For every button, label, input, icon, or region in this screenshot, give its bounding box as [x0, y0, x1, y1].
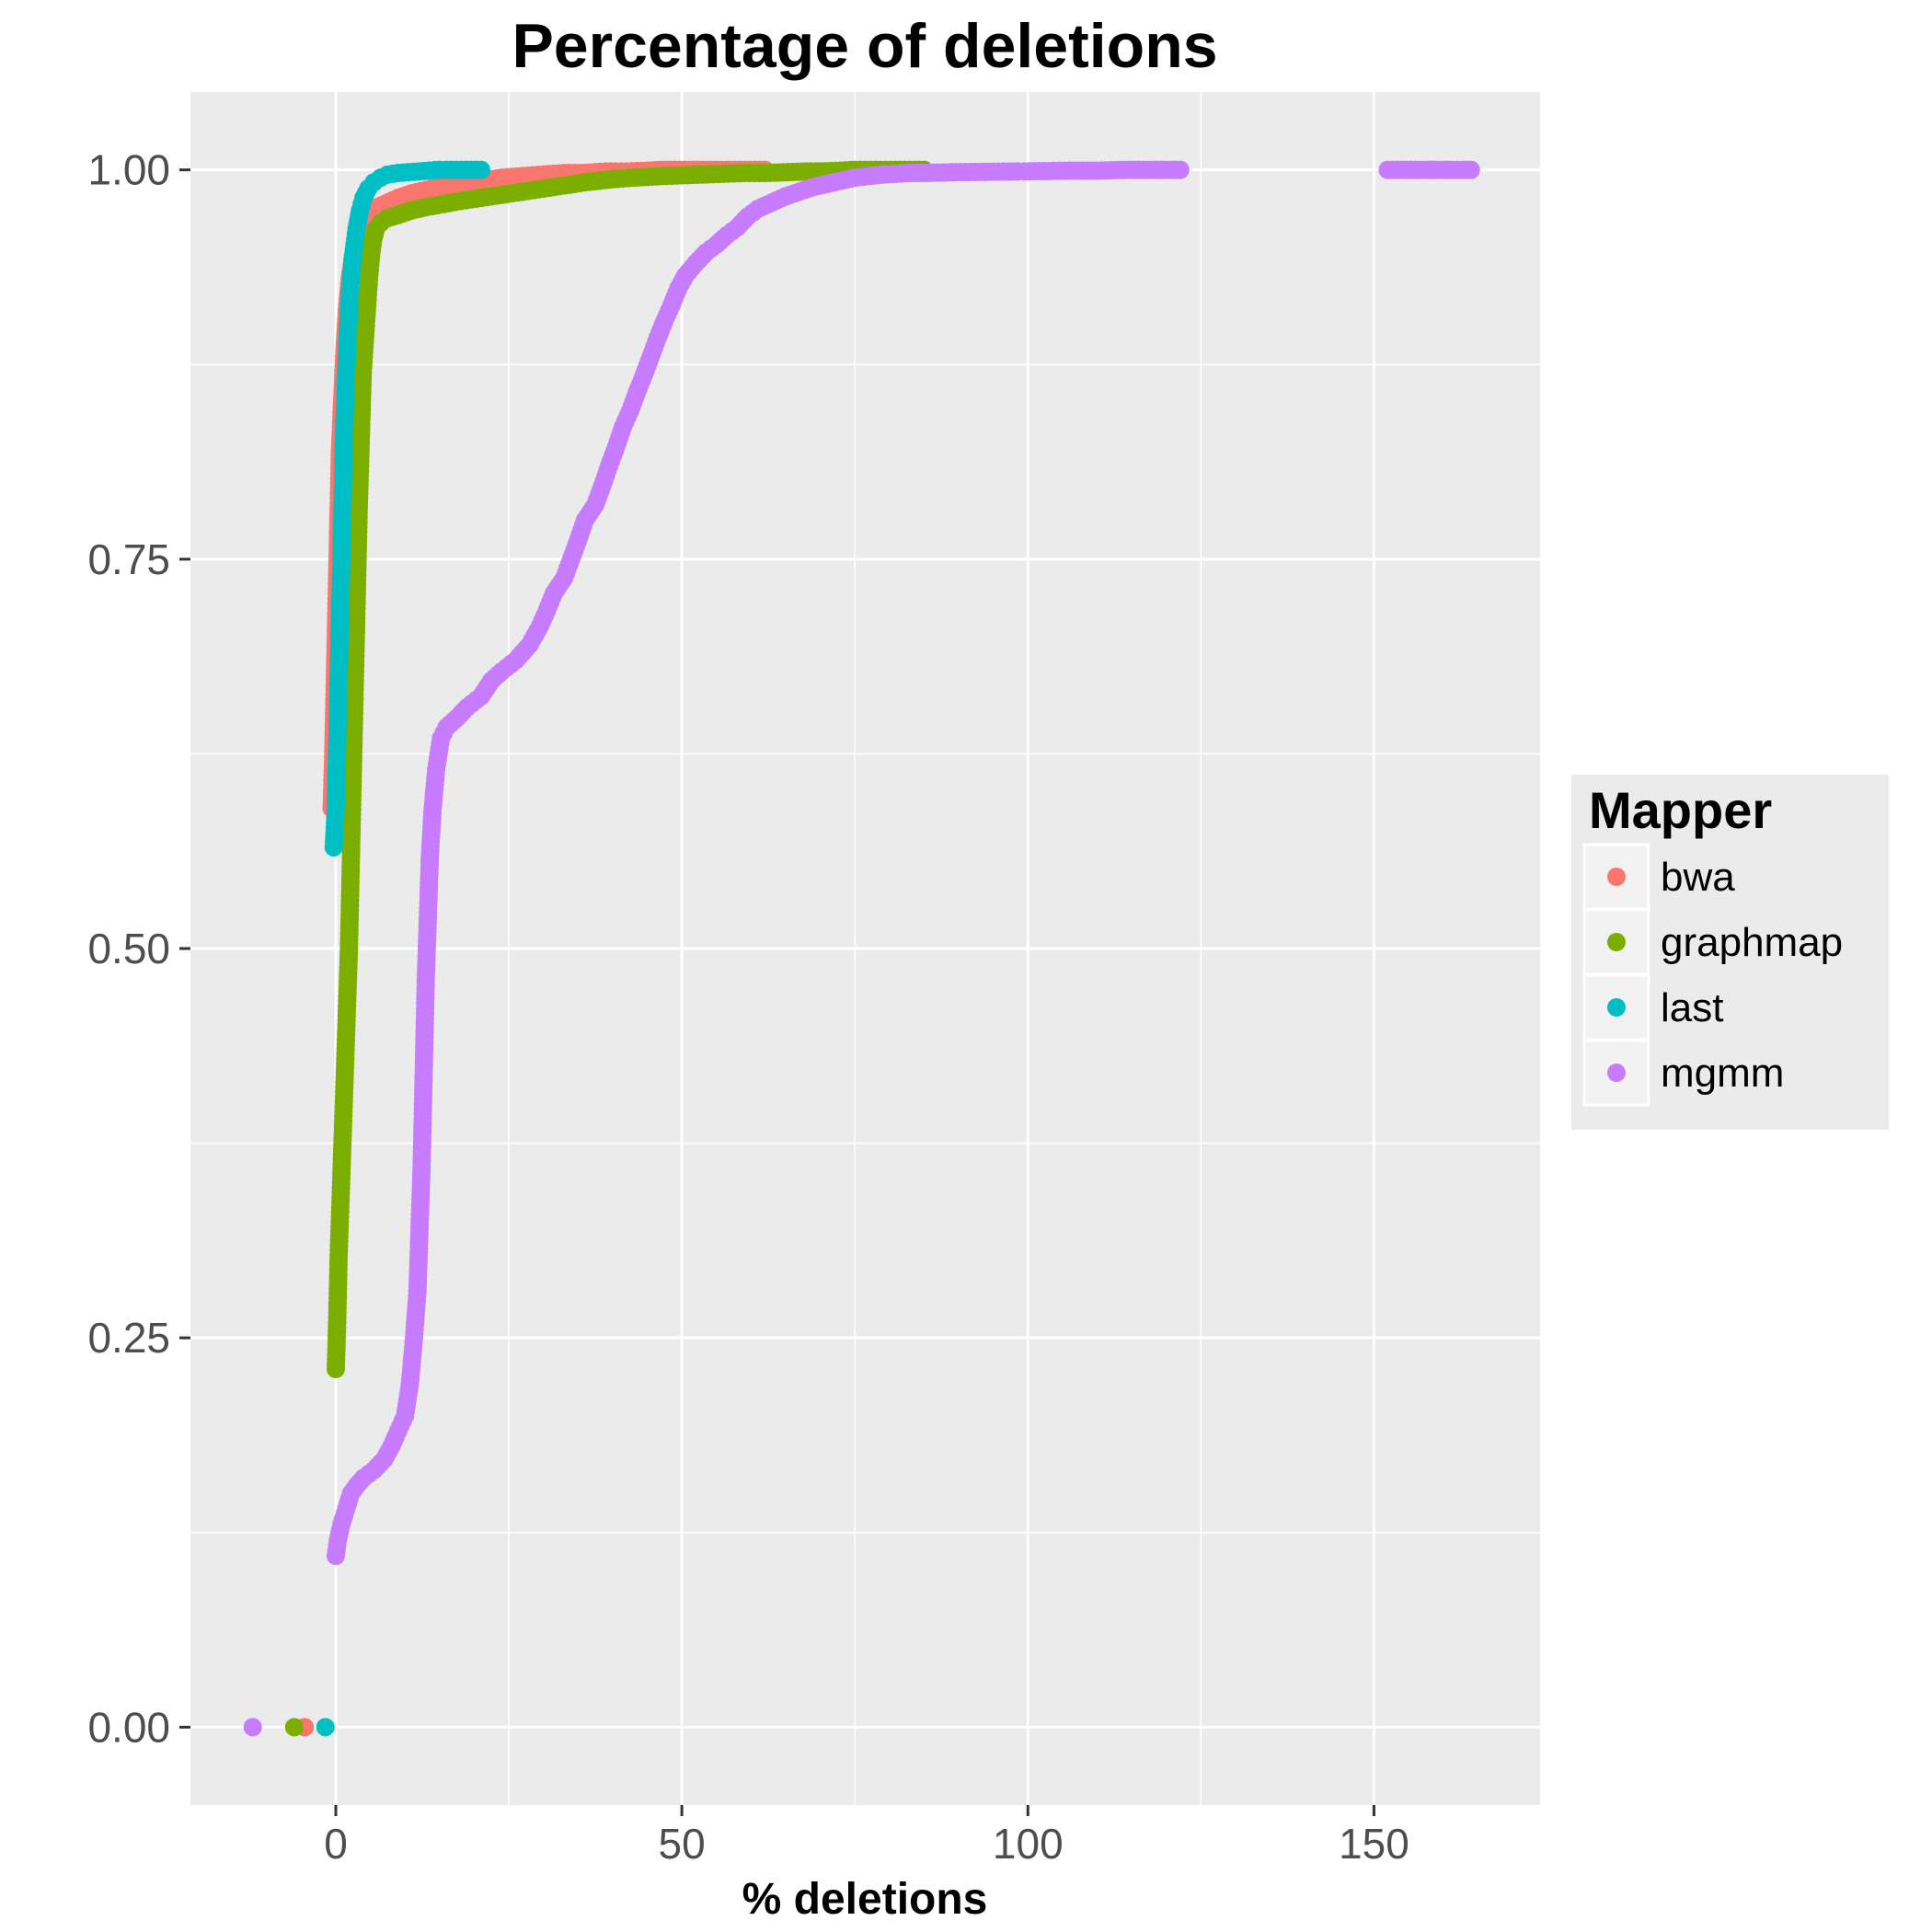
- y-axis: 0.00 0.25 0.50 0.75 1.00: [87, 146, 190, 1751]
- x-tick-label: 100: [993, 1820, 1064, 1868]
- y-tick-label: 0.25: [87, 1314, 170, 1362]
- data-points: [243, 160, 1480, 1737]
- legend-item-graphmap: graphmap: [1582, 908, 1843, 976]
- legend-item-bwa: bwa: [1582, 843, 1735, 911]
- series-mgmm: [243, 160, 1480, 1737]
- series-graphmap: [284, 160, 934, 1737]
- legend-marker: [1607, 1064, 1626, 1082]
- legend-items: bwa graphmap last mgmm: [1582, 843, 1843, 1107]
- legend-label: last: [1661, 985, 1723, 1030]
- legend-marker: [1607, 868, 1626, 886]
- data-point-last: [471, 160, 490, 179]
- y-tick-label: 0.00: [87, 1703, 170, 1751]
- x-tick-label: 50: [659, 1820, 706, 1868]
- legend-marker: [1607, 933, 1626, 951]
- legend-title: Mapper: [1589, 781, 1772, 839]
- x-axis: 0 50 100 150: [324, 1805, 1409, 1868]
- y-tick-label: 0.75: [87, 535, 170, 583]
- legend-label: mgmm: [1661, 1051, 1784, 1096]
- legend-marker: [1607, 998, 1626, 1017]
- data-point-graphmap: [284, 1718, 304, 1737]
- legend-label: graphmap: [1661, 920, 1843, 965]
- x-axis-title: % deletions: [742, 1875, 988, 1924]
- series-last: [316, 160, 490, 1737]
- legend-key: [1582, 1039, 1650, 1107]
- data-point-mgmm: [243, 1718, 262, 1737]
- legend-label: bwa: [1661, 855, 1735, 900]
- data-point-last: [316, 1718, 335, 1737]
- data-point-mgmm: [1461, 160, 1480, 179]
- x-tick-label: 0: [324, 1820, 348, 1868]
- y-tick-label: 0.50: [87, 925, 170, 972]
- y-tick-label: 1.00: [87, 146, 170, 194]
- legend-item-last: last: [1582, 973, 1723, 1041]
- legend: Mapper bwa graphmap last mgmm: [1571, 775, 1889, 1130]
- chart-title: Percentage of deletions: [512, 11, 1217, 81]
- legend-item-mgmm: mgmm: [1582, 1039, 1784, 1107]
- x-tick-label: 150: [1339, 1820, 1409, 1868]
- data-point-mgmm: [1170, 160, 1190, 179]
